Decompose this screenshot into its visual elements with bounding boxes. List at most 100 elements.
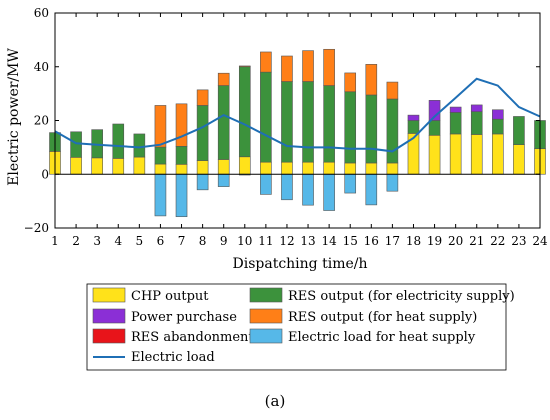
legend-label-power-purchase: Power purchase bbox=[131, 310, 237, 325]
bar-res-output-for-heat-supply-h11 bbox=[260, 51, 272, 73]
bar-electric-load-for-heat-supply-h12 bbox=[281, 173, 293, 201]
legend-swatch-res-output-for-electricity-supply bbox=[249, 287, 283, 303]
bar-electric-load-for-heat-supply-h16 bbox=[365, 173, 378, 206]
bar-electric-load-for-heat-supply-h17 bbox=[386, 173, 399, 192]
y-tick-label-0: 0 bbox=[41, 167, 49, 181]
bar-chp-output-h22 bbox=[492, 133, 504, 175]
bar-res-output-for-electricity-supply-h5 bbox=[133, 133, 146, 158]
bar-res-output-for-heat-supply-h12 bbox=[281, 55, 293, 82]
bar-chp-output-h11 bbox=[260, 161, 272, 175]
bar-power-purchase-h18 bbox=[407, 114, 420, 121]
bar-chp-output-h12 bbox=[281, 161, 293, 175]
bar-res-output-for-electricity-supply-h9 bbox=[217, 85, 230, 160]
y-tick-label--20: −20 bbox=[24, 221, 49, 235]
bar-chp-output-h3 bbox=[91, 157, 103, 175]
bar-electric-load-for-heat-supply-h11 bbox=[260, 173, 272, 195]
x-tick-label-10: 10 bbox=[237, 234, 252, 248]
x-tick-label-18: 18 bbox=[406, 234, 421, 248]
bar-res-output-for-heat-supply-h15 bbox=[344, 72, 357, 93]
x-tick-label-12: 12 bbox=[279, 234, 294, 248]
panel-label: (a) bbox=[265, 392, 286, 410]
series-line-electric-load bbox=[54, 77, 541, 153]
bar-res-output-for-electricity-supply-h21 bbox=[470, 111, 483, 135]
bar-layer bbox=[49, 48, 546, 218]
x-tick-label-15: 15 bbox=[343, 234, 358, 248]
bar-chp-output-h10 bbox=[238, 156, 251, 175]
bar-res-output-for-electricity-supply-h18 bbox=[407, 120, 420, 134]
y-tick-labels: −20 0 20 40 60 bbox=[24, 6, 540, 235]
x-tick-label-13: 13 bbox=[300, 234, 315, 248]
x-tick-label-21: 21 bbox=[469, 234, 484, 248]
bar-chp-output-h8 bbox=[196, 160, 209, 175]
bar-res-output-for-electricity-supply-h14 bbox=[323, 85, 335, 163]
x-tick-label-9: 9 bbox=[220, 234, 228, 248]
bar-res-output-for-heat-supply-h9 bbox=[217, 72, 230, 86]
x-tick-label-17: 17 bbox=[385, 234, 400, 248]
plot-frame-border bbox=[54, 12, 541, 229]
bar-res-output-for-heat-supply-h14 bbox=[323, 48, 335, 86]
legend-swatch-res-abandonment bbox=[92, 328, 126, 344]
legend-label-res-output-for-heat-supply: RES output (for heat supply) bbox=[288, 310, 477, 325]
y-tick-label-20: 20 bbox=[34, 114, 49, 128]
legend-label-electric-load: Electric load bbox=[131, 350, 215, 365]
x-tick-label-6: 6 bbox=[157, 234, 165, 248]
x-tick-label-5: 5 bbox=[136, 234, 144, 248]
bar-res-output-for-electricity-supply-h4 bbox=[112, 123, 125, 159]
x-tick-label-23: 23 bbox=[511, 234, 526, 248]
bar-electric-load-for-heat-supply-h7 bbox=[175, 173, 188, 218]
x-tick-label-3: 3 bbox=[93, 234, 101, 248]
legend-label-res-abandonment: RES abandonment bbox=[131, 330, 254, 345]
x-tick-label-7: 7 bbox=[178, 234, 186, 248]
bar-chp-output-h21 bbox=[470, 134, 483, 175]
bar-res-output-for-electricity-supply-h19 bbox=[428, 120, 441, 136]
bar-res-output-for-electricity-supply-h10 bbox=[238, 66, 251, 158]
x-tick-label-20: 20 bbox=[448, 234, 463, 248]
bar-res-output-for-electricity-supply-h23 bbox=[513, 116, 525, 145]
bar-chp-output-h20 bbox=[449, 133, 462, 175]
bar-chp-output-h19 bbox=[428, 134, 441, 175]
x-tick-label-2: 2 bbox=[72, 234, 80, 248]
y-axis-title: Electric power/MW bbox=[6, 48, 22, 186]
x-tick-label-14: 14 bbox=[321, 234, 337, 248]
bar-res-output-for-electricity-supply-h12 bbox=[281, 81, 293, 163]
bar-chp-output-h6 bbox=[154, 163, 167, 175]
legend-swatch-chp-output bbox=[92, 287, 126, 303]
bar-res-output-for-electricity-supply-h16 bbox=[365, 94, 378, 164]
bar-electric-load-for-heat-supply-h14 bbox=[323, 173, 335, 211]
bar-electric-load-for-heat-supply-h8 bbox=[196, 173, 209, 191]
bar-res-output-for-heat-supply-h16 bbox=[365, 64, 378, 96]
bar-res-output-for-heat-supply-h17 bbox=[386, 81, 399, 100]
legend-swatch-power-purchase bbox=[92, 308, 126, 324]
legend-label-electric-load-for-heat-supply: Electric load for heat supply bbox=[288, 330, 476, 345]
bar-power-purchase-h20 bbox=[449, 106, 462, 113]
bar-power-purchase-h21 bbox=[470, 104, 483, 112]
bar-res-output-for-electricity-supply-h7 bbox=[175, 146, 188, 165]
bar-chp-output-h15 bbox=[344, 162, 357, 175]
bar-res-output-for-electricity-supply-h17 bbox=[386, 98, 399, 164]
legend: CHP output RES output (for electricity su… bbox=[86, 283, 515, 371]
legend-label-res-output-for-electricity-supply: RES output (for electricity supply) bbox=[288, 289, 515, 304]
bar-chp-output-h9 bbox=[217, 159, 230, 175]
y-tick-label-40: 40 bbox=[34, 60, 49, 74]
bar-res-output-for-electricity-supply-h8 bbox=[196, 105, 209, 161]
bar-res-output-for-heat-supply-h7 bbox=[175, 103, 188, 147]
y-tick-label-60: 60 bbox=[34, 6, 49, 20]
bar-chp-output-h13 bbox=[302, 161, 314, 175]
bar-electric-load-for-heat-supply-h6 bbox=[154, 173, 167, 217]
bar-res-output-for-heat-supply-h13 bbox=[302, 50, 314, 82]
legend-box bbox=[86, 283, 507, 371]
x-tick-label-8: 8 bbox=[199, 234, 207, 248]
legend-label-chp-output: CHP output bbox=[131, 289, 209, 304]
bar-electric-load-for-heat-supply-h15 bbox=[344, 173, 357, 194]
x-tick-labels: 1 2 3 4 5 6 7 8 9 10 11 12 13 14 15 16 17 18 19 20 21 22 23 24 bbox=[51, 13, 548, 248]
bar-res-output-for-heat-supply-h8 bbox=[196, 89, 209, 106]
bar-res-output-for-heat-supply-h6 bbox=[154, 105, 167, 148]
line-layer bbox=[54, 77, 541, 153]
x-tick-label-4: 4 bbox=[114, 234, 122, 248]
x-axis-title: Dispatching time/h bbox=[233, 256, 368, 272]
bar-chp-output-h16 bbox=[365, 162, 378, 175]
legend-swatch-res-output-for-heat-supply bbox=[249, 308, 283, 324]
x-tick-label-16: 16 bbox=[364, 234, 379, 248]
